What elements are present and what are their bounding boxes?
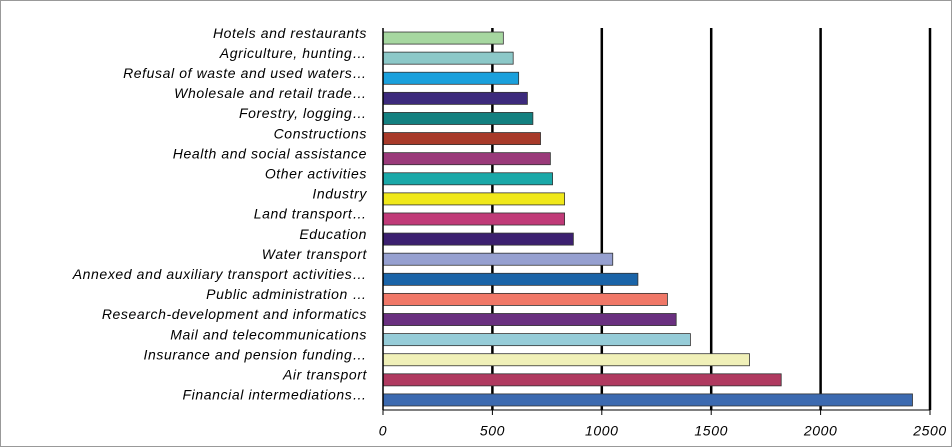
y-tick-label: Financial intermediations… <box>183 387 367 403</box>
x-tick-label: 2000 <box>803 423 838 439</box>
y-tick-label: Agriculture, hunting… <box>219 45 367 61</box>
bar <box>382 31 504 45</box>
y-tick-label: Industry <box>312 186 367 202</box>
x-tick-label: 1500 <box>694 423 728 439</box>
y-tick-label: Other activities <box>265 165 367 181</box>
y-tick-label: Insurance and pension funding… <box>144 346 367 362</box>
x-tick-label: 500 <box>480 423 505 439</box>
y-tick-label: Water transport <box>262 246 368 262</box>
y-tick-label: Air transport <box>282 367 368 383</box>
x-tick-label: 2500 <box>912 423 947 439</box>
bar <box>382 252 614 266</box>
bar <box>382 71 520 85</box>
y-tick-label: Health and social assistance <box>173 145 367 161</box>
bar <box>382 91 528 105</box>
bar <box>382 51 514 65</box>
y-tick-label: Wholesale and retail trade… <box>174 85 367 101</box>
bar <box>382 313 677 326</box>
y-tick-label: Mail and telecommunications <box>170 326 367 342</box>
bar <box>382 112 534 125</box>
y-tick-label: Land transport… <box>254 206 367 222</box>
y-tick-label: Refusal of waste and used waters… <box>123 65 367 81</box>
y-tick-label: Constructions <box>274 125 367 141</box>
bar <box>382 152 551 166</box>
y-tick-label: Annexed and auxiliary transport activiti… <box>72 266 367 282</box>
bar <box>382 272 639 286</box>
y-tick-label: Research-development and informatics <box>102 306 367 322</box>
y-tick-label: Forestry, logging… <box>239 105 367 121</box>
bar <box>382 292 668 306</box>
x-tick-label: 1000 <box>585 423 619 439</box>
x-tick-label: 0 <box>379 423 387 439</box>
bar <box>382 333 691 347</box>
bar <box>382 192 566 206</box>
y-tick-label: Hotels and restaurants <box>213 25 367 41</box>
bar <box>382 373 782 387</box>
bar <box>382 232 574 246</box>
bar <box>382 393 913 407</box>
bar <box>382 132 541 146</box>
bar <box>382 353 750 367</box>
bar <box>382 212 566 226</box>
bar <box>382 172 553 186</box>
y-tick-label: Education <box>299 226 367 242</box>
y-tick-label: Public administration … <box>206 286 367 302</box>
